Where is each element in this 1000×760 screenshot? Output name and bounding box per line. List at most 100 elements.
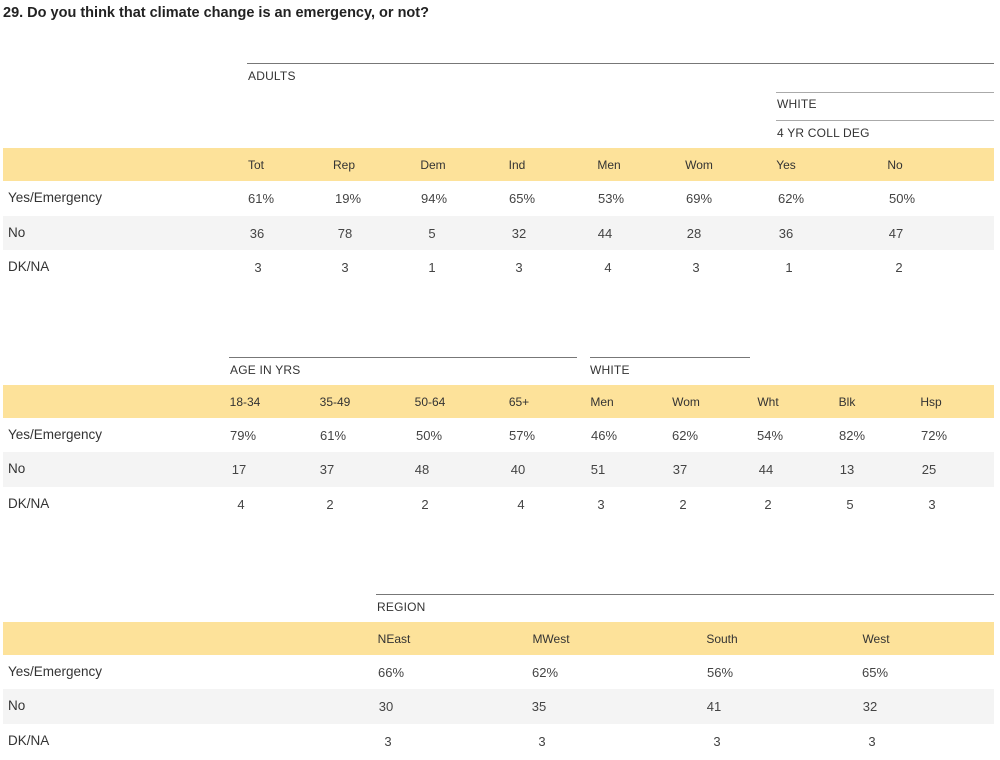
table-cell: 3: [868, 734, 876, 749]
table-cell: 82%: [838, 428, 866, 443]
column-header: 65+: [508, 395, 530, 409]
table-cell: 3: [341, 260, 349, 275]
table-cell: 19%: [334, 191, 362, 206]
table-cell: 35: [531, 699, 547, 714]
table-cell: 3: [384, 734, 392, 749]
question-title: 29. Do you think that climate change is …: [3, 5, 429, 21]
row-label: DK/NA: [8, 496, 50, 511]
group-rule-coll-deg: [776, 120, 994, 121]
group-rule-white: [590, 357, 750, 358]
table-cell: 62%: [671, 428, 699, 443]
row-label: Yes/Emergency: [8, 427, 103, 442]
group-label-adults: ADULTS: [248, 69, 296, 83]
table-cell: 72%: [920, 428, 948, 443]
column-header: 35-49: [319, 395, 351, 409]
row-label: Yes/Emergency: [8, 664, 103, 679]
table-cell: 3: [597, 497, 605, 512]
table-cell: 3: [713, 734, 721, 749]
row-label: No: [8, 225, 26, 240]
table-cell: 65%: [508, 191, 536, 206]
group-rule-adults: [247, 63, 994, 64]
group-label-coll-deg: 4 YR COLL DEG: [777, 126, 870, 140]
table-cell: 2: [679, 497, 687, 512]
table-cell: 62%: [777, 191, 805, 206]
table-cell: 51: [590, 462, 606, 477]
table-cell: 53%: [597, 191, 625, 206]
row-label: No: [8, 698, 26, 713]
table-cell: 1: [785, 260, 793, 275]
table-cell: 65%: [861, 665, 889, 680]
column-header: Wom: [685, 158, 713, 172]
table-cell: 44: [597, 226, 613, 241]
table-cell: 13: [839, 462, 855, 477]
column-header: Wom: [672, 395, 700, 409]
table-cell: 1: [428, 260, 436, 275]
table-cell: 5: [846, 497, 854, 512]
table-cell: 78: [337, 226, 353, 241]
table-cell: 46%: [590, 428, 618, 443]
table-cell: 32: [862, 699, 878, 714]
table-cell: 50%: [888, 191, 916, 206]
column-header: Hsp: [920, 395, 942, 409]
column-header: West: [862, 632, 890, 646]
table-cell: 37: [319, 462, 335, 477]
table-cell: 36: [249, 226, 265, 241]
table-cell: 57%: [508, 428, 536, 443]
table-cell: 32: [511, 226, 527, 241]
table-cell: 44: [758, 462, 774, 477]
column-header-band: [3, 385, 994, 418]
table-cell: 3: [515, 260, 523, 275]
table-cell: 94%: [420, 191, 448, 206]
table-cell: 5: [428, 226, 436, 241]
column-header: Wht: [757, 395, 779, 409]
table-cell: 66%: [377, 665, 405, 680]
row-label: DK/NA: [8, 259, 50, 274]
group-label-region: REGION: [377, 600, 426, 614]
column-header: 50-64: [414, 395, 446, 409]
group-rule-age: [229, 357, 577, 358]
table-cell: 2: [326, 497, 334, 512]
table-cell: 47: [888, 226, 904, 241]
row-shade: [3, 216, 994, 250]
table-cell: 4: [604, 260, 612, 275]
group-rule-region: [376, 594, 994, 595]
row-shade: [3, 452, 994, 487]
table-cell: 25: [921, 462, 937, 477]
table-cell: 48: [414, 462, 430, 477]
group-label-white: WHITE: [590, 363, 630, 377]
table-cell: 30: [378, 699, 394, 714]
table-cell: 3: [254, 260, 262, 275]
row-label: DK/NA: [8, 733, 50, 748]
column-header: Blk: [838, 395, 856, 409]
column-header: Dem: [420, 158, 446, 172]
column-header: Ind: [508, 158, 526, 172]
table-cell: 36: [778, 226, 794, 241]
column-header: 18-34: [229, 395, 261, 409]
column-header: Rep: [332, 158, 356, 172]
table-cell: 2: [421, 497, 429, 512]
table-cell: 79%: [229, 428, 257, 443]
table-cell: 2: [895, 260, 903, 275]
table-cell: 50%: [415, 428, 443, 443]
column-header: MWest: [532, 632, 570, 646]
table-cell: 37: [672, 462, 688, 477]
table-cell: 69%: [685, 191, 713, 206]
column-header: Men: [597, 158, 621, 172]
table-cell: 4: [237, 497, 245, 512]
group-label-white: WHITE: [777, 97, 817, 111]
table-cell: 3: [538, 734, 546, 749]
row-label: No: [8, 461, 26, 476]
table-cell: 17: [231, 462, 247, 477]
row-shade: [3, 689, 994, 724]
column-header: Tot: [247, 158, 265, 172]
table-cell: 28: [686, 226, 702, 241]
column-header: No: [887, 158, 903, 172]
table-cell: 4: [517, 497, 525, 512]
row-label: Yes/Emergency: [8, 190, 103, 205]
column-header: NEast: [377, 632, 411, 646]
table-cell: 3: [928, 497, 936, 512]
column-header-band: [3, 622, 994, 655]
group-rule-white: [776, 92, 994, 93]
table-cell: 61%: [247, 191, 275, 206]
table-cell: 3: [692, 260, 700, 275]
